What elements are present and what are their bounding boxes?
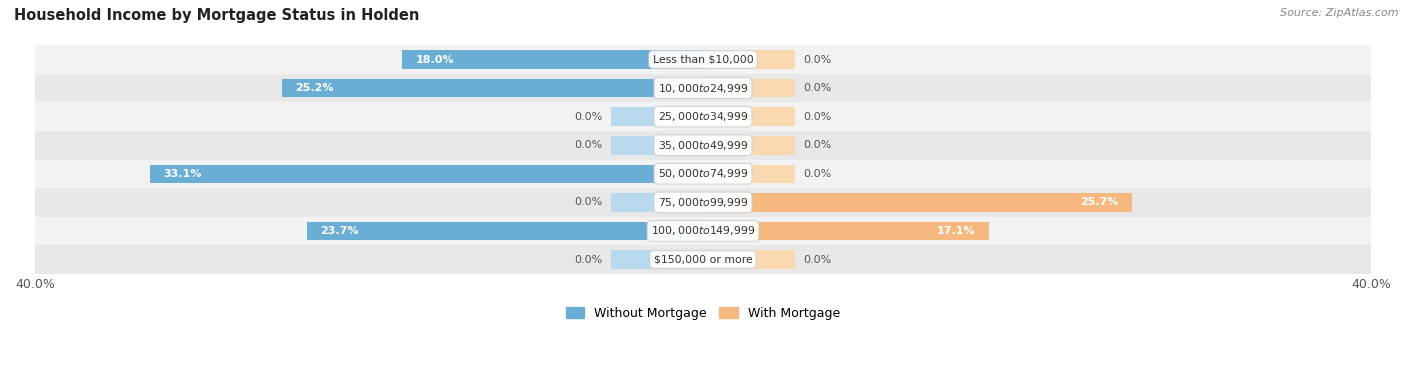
Text: 0.0%: 0.0% (575, 140, 603, 150)
Text: 0.0%: 0.0% (803, 83, 831, 93)
Bar (35, 74, 1371, 102)
Bar (35, 102, 1371, 131)
Bar (703, 222, 988, 240)
Bar (402, 50, 703, 69)
Bar (703, 250, 794, 269)
Text: 0.0%: 0.0% (803, 140, 831, 150)
Bar (35, 217, 1371, 245)
Text: $75,000 to $99,999: $75,000 to $99,999 (658, 196, 748, 209)
Text: 0.0%: 0.0% (803, 112, 831, 122)
Text: 0.0%: 0.0% (575, 112, 603, 122)
Text: $25,000 to $34,999: $25,000 to $34,999 (658, 110, 748, 123)
Bar (307, 222, 703, 240)
Text: 0.0%: 0.0% (803, 169, 831, 179)
Bar (150, 164, 703, 183)
Text: $100,000 to $149,999: $100,000 to $149,999 (651, 225, 755, 237)
Bar (612, 107, 703, 126)
Bar (612, 136, 703, 155)
Bar (35, 245, 1371, 274)
Bar (703, 136, 794, 155)
Bar (703, 50, 794, 69)
Text: 0.0%: 0.0% (575, 254, 603, 265)
Bar (35, 45, 1371, 74)
Text: Source: ZipAtlas.com: Source: ZipAtlas.com (1281, 8, 1399, 17)
Text: Household Income by Mortgage Status in Holden: Household Income by Mortgage Status in H… (14, 8, 419, 23)
Text: 33.1%: 33.1% (163, 169, 202, 179)
Text: 0.0%: 0.0% (803, 254, 831, 265)
Text: $150,000 or more: $150,000 or more (654, 254, 752, 265)
Text: $10,000 to $24,999: $10,000 to $24,999 (658, 82, 748, 94)
Bar (612, 193, 703, 212)
Text: 0.0%: 0.0% (575, 197, 603, 208)
Text: 25.7%: 25.7% (1080, 197, 1119, 208)
Text: $50,000 to $74,999: $50,000 to $74,999 (658, 167, 748, 180)
Bar (35, 131, 1371, 160)
Text: 18.0%: 18.0% (416, 54, 454, 65)
Bar (283, 79, 703, 98)
Bar (703, 193, 1132, 212)
Bar (703, 79, 794, 98)
Text: 23.7%: 23.7% (321, 226, 359, 236)
Text: 0.0%: 0.0% (803, 54, 831, 65)
Text: Less than $10,000: Less than $10,000 (652, 54, 754, 65)
Bar (35, 160, 1371, 188)
Text: $35,000 to $49,999: $35,000 to $49,999 (658, 139, 748, 152)
Legend: Without Mortgage, With Mortgage: Without Mortgage, With Mortgage (561, 302, 845, 325)
Bar (703, 164, 794, 183)
Text: 25.2%: 25.2% (295, 83, 335, 93)
Bar (612, 250, 703, 269)
Bar (703, 107, 794, 126)
Bar (35, 188, 1371, 217)
Text: 17.1%: 17.1% (936, 226, 976, 236)
